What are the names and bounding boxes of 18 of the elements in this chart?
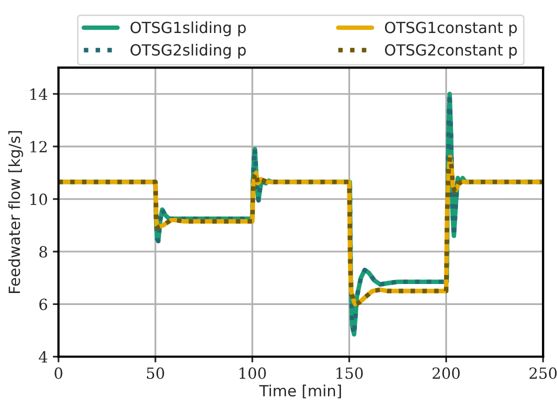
- y-axis-title: Feedwater flow [kg/s]: [8, 131, 24, 294]
- x-axis-title: Time [min]: [259, 384, 341, 398]
- legend-label: OTSG1constant p: [384, 22, 517, 36]
- x-tick-label: 150: [336, 367, 363, 379]
- y-tick-label: 10: [30, 194, 48, 206]
- y-tick-label: 14: [30, 88, 48, 100]
- y-tick-label: 12: [30, 140, 47, 152]
- x-tick-label: 0: [54, 367, 62, 379]
- legend-label: OTSG2sliding p: [130, 44, 246, 59]
- x-tick-label: 200: [432, 367, 460, 379]
- y-tick-label: 4: [38, 351, 48, 363]
- x-tick-label: 50: [146, 367, 164, 379]
- x-tick-label: 250: [530, 367, 557, 379]
- legend-label: OTSG2constant p: [384, 44, 517, 59]
- x-tick-label: 100: [240, 367, 266, 379]
- legend-label: OTSG1sliding p: [130, 21, 246, 36]
- y-tick-label: 8: [39, 246, 48, 258]
- y-tick-label: 6: [39, 298, 48, 310]
